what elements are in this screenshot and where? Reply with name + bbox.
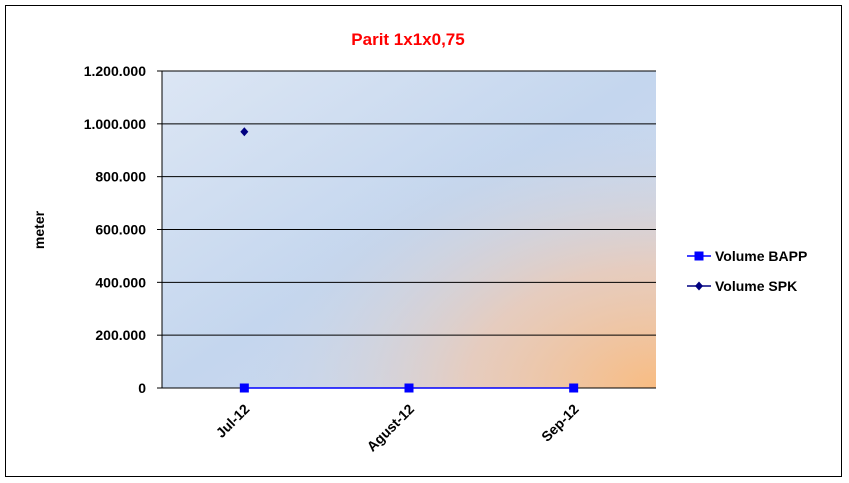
legend-marker-square bbox=[694, 251, 704, 261]
x-tick-label: Agust-12 bbox=[363, 401, 417, 455]
legend-label: Volume BAPP bbox=[715, 248, 807, 264]
data-point-diamond bbox=[240, 127, 249, 137]
x-tick-label: Jul-12 bbox=[213, 401, 253, 441]
y-axis-label: meter bbox=[31, 210, 47, 249]
y-tick-label: 400.000 bbox=[95, 274, 146, 290]
y-tick-label: 600.000 bbox=[95, 222, 146, 238]
y-tick-label: 200.000 bbox=[95, 327, 146, 343]
y-tick-label: 1.200.000 bbox=[84, 63, 146, 79]
chart-title: Parit 1x1x0,75 bbox=[351, 30, 464, 49]
legend-marker-diamond bbox=[695, 281, 703, 291]
y-tick-label: 0 bbox=[138, 380, 146, 396]
x-tick-label: Sep-12 bbox=[538, 401, 582, 445]
data-point-square bbox=[239, 383, 249, 393]
y-tick-label: 1.000.000 bbox=[84, 116, 146, 132]
y-tick-label: 800.000 bbox=[95, 169, 146, 185]
data-point-square bbox=[404, 383, 414, 393]
legend: Volume BAPP Volume SPK bbox=[687, 248, 807, 294]
legend-label: Volume SPK bbox=[715, 278, 797, 294]
data-point-square bbox=[569, 383, 579, 393]
